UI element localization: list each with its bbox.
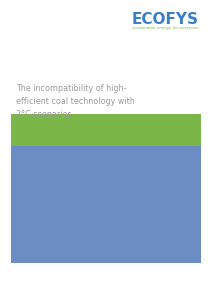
Text: The incompatibility of high-
efficient coal technology with
2°C scenarios: The incompatibility of high- efficient c… [16,84,135,119]
Text: sustainable energy for everyone: sustainable energy for everyone [132,26,199,30]
Text: ECOFYS: ECOFYS [132,12,199,27]
Bar [11,146,201,262]
Bar [11,114,201,146]
